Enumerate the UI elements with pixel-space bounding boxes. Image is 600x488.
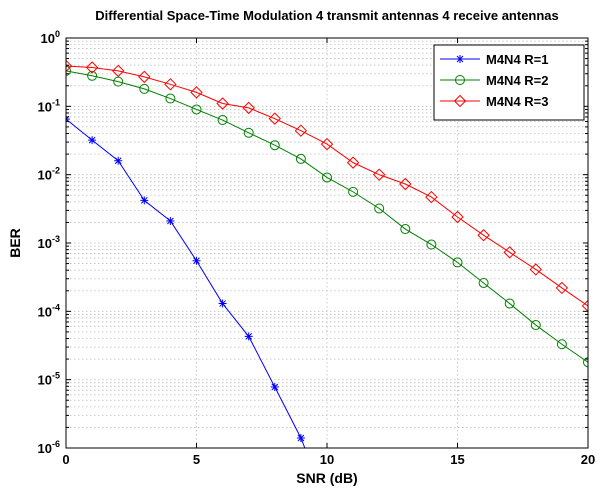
data-point bbox=[320, 137, 334, 151]
data-point bbox=[268, 112, 282, 125]
data-point bbox=[243, 127, 254, 138]
x-tick-label: 5 bbox=[193, 452, 200, 467]
y-tick-label: 10-3 bbox=[38, 234, 60, 251]
data-point bbox=[374, 203, 385, 214]
legend-marker bbox=[456, 55, 464, 63]
legend-item: M4N4 R=2 bbox=[440, 73, 549, 88]
data-point bbox=[452, 257, 463, 268]
data-point bbox=[399, 177, 412, 191]
series-layer bbox=[66, 59, 588, 448]
data-point bbox=[556, 339, 567, 350]
data-point bbox=[581, 299, 588, 313]
legend-label: M4N4 R=3 bbox=[486, 94, 549, 109]
data-point bbox=[66, 65, 71, 76]
y-tick-label: 10-5 bbox=[38, 371, 60, 388]
series-1 bbox=[66, 115, 306, 448]
data-point bbox=[478, 277, 489, 288]
data-point bbox=[166, 216, 175, 225]
series-line bbox=[66, 70, 588, 363]
legend-label: M4N4 R=1 bbox=[486, 52, 549, 67]
legend-marker bbox=[453, 94, 467, 108]
data-point bbox=[138, 70, 151, 84]
data-point bbox=[583, 357, 588, 368]
data-point bbox=[111, 64, 125, 78]
data-point bbox=[87, 70, 98, 81]
data-point bbox=[555, 281, 569, 295]
ticks: 0 5 10 15 20 10-6 10-5 10-4 10-3 10-2 10-1 100 bbox=[38, 29, 596, 467]
data-point bbox=[372, 168, 386, 181]
y-tick-label: 10-2 bbox=[38, 166, 60, 183]
data-point bbox=[296, 434, 305, 443]
data-point bbox=[244, 332, 253, 341]
data-point bbox=[348, 186, 359, 197]
data-point bbox=[242, 101, 255, 115]
data-point bbox=[295, 153, 306, 164]
legend-item: M4N4 R=1 bbox=[440, 52, 549, 67]
data-point bbox=[139, 83, 150, 94]
data-point bbox=[477, 229, 490, 242]
series-3 bbox=[66, 59, 588, 313]
data-point bbox=[269, 140, 280, 151]
data-point bbox=[165, 93, 176, 104]
data-point bbox=[190, 86, 203, 99]
data-point bbox=[88, 136, 97, 145]
data-point bbox=[530, 320, 541, 331]
legend: M4N4 R=1 M4N4 R=2 M4N4 R=3 bbox=[433, 44, 585, 121]
grid bbox=[66, 38, 588, 448]
data-point bbox=[113, 76, 124, 87]
data-point bbox=[504, 298, 515, 309]
x-tick-label: 20 bbox=[581, 452, 595, 467]
data-point bbox=[140, 196, 149, 205]
data-point bbox=[66, 59, 73, 73]
data-point bbox=[164, 78, 177, 91]
data-point bbox=[216, 97, 229, 110]
data-point bbox=[400, 224, 411, 235]
y-axis-label: BER bbox=[7, 228, 23, 258]
x-tick-label: 10 bbox=[320, 452, 334, 467]
series-line bbox=[66, 65, 588, 307]
x-axis-label: SNR (dB) bbox=[296, 470, 357, 486]
data-point bbox=[451, 210, 464, 224]
data-point bbox=[426, 239, 437, 250]
data-point bbox=[270, 383, 279, 392]
data-point bbox=[192, 256, 201, 265]
x-tick-label: 0 bbox=[62, 452, 69, 467]
data-point bbox=[217, 115, 228, 126]
data-point bbox=[529, 263, 543, 276]
data-point bbox=[425, 190, 438, 204]
data-point bbox=[322, 172, 332, 183]
y-tick-label: 10-6 bbox=[38, 439, 60, 456]
data-point bbox=[191, 104, 202, 115]
data-point bbox=[114, 156, 123, 165]
data-point bbox=[85, 61, 99, 74]
legend-item: M4N4 R=3 bbox=[440, 94, 549, 109]
x-tick-label: 15 bbox=[450, 452, 464, 467]
data-point bbox=[218, 299, 227, 308]
data-point bbox=[294, 124, 308, 137]
legend-marker bbox=[455, 75, 465, 85]
chart-title: Differential Space-Time Modulation 4 tra… bbox=[95, 8, 559, 23]
y-tick-label: 10-1 bbox=[38, 97, 60, 114]
y-tick-label: 10-4 bbox=[38, 302, 60, 319]
data-point bbox=[346, 156, 360, 169]
series-2 bbox=[66, 65, 588, 368]
data-point bbox=[503, 246, 516, 259]
legend-label: M4N4 R=2 bbox=[486, 73, 549, 88]
y-tick-label: 100 bbox=[41, 29, 60, 46]
